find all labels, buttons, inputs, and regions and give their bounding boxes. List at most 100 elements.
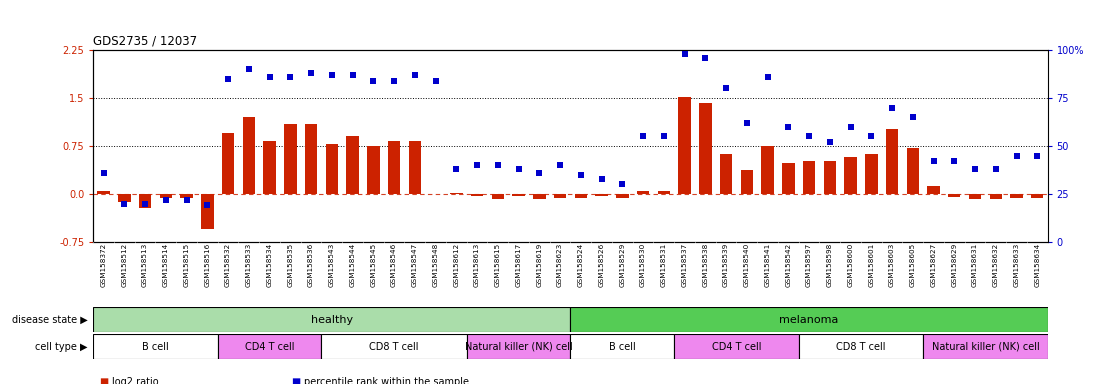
Point [157, 197, 174, 203]
Bar [740, 170, 753, 194]
Point [987, 166, 1005, 172]
Text: healthy: healthy [310, 314, 353, 325]
Point [448, 166, 465, 172]
Bar [617, 194, 629, 198]
Point [634, 133, 652, 139]
Text: GSM158619: GSM158619 [536, 243, 542, 288]
Bar [657, 191, 670, 194]
Bar [222, 133, 235, 194]
Text: GSM158634: GSM158634 [1034, 243, 1040, 288]
Text: GSM158533: GSM158533 [246, 243, 252, 288]
Text: CD4 T cell: CD4 T cell [712, 341, 761, 352]
Text: GSM158530: GSM158530 [640, 243, 646, 288]
Text: GSM158629: GSM158629 [951, 243, 958, 288]
Bar [927, 186, 940, 194]
Point [385, 78, 403, 84]
Point [841, 124, 859, 130]
Text: GSM158540: GSM158540 [744, 243, 749, 288]
Text: GSM158613: GSM158613 [474, 243, 480, 288]
Text: GSM158536: GSM158536 [308, 243, 314, 288]
Text: percentile rank within the sample: percentile rank within the sample [304, 377, 468, 384]
Bar [180, 194, 193, 198]
Text: GSM158605: GSM158605 [909, 243, 916, 288]
Text: GSM158546: GSM158546 [392, 243, 397, 288]
Text: GSM158537: GSM158537 [681, 243, 688, 288]
Bar [761, 146, 773, 194]
Point [655, 133, 672, 139]
Text: GSM158612: GSM158612 [453, 243, 460, 288]
Text: CD4 T cell: CD4 T cell [245, 341, 294, 352]
Bar [885, 129, 898, 194]
Bar [799, 334, 924, 359]
Text: GSM158524: GSM158524 [578, 243, 584, 288]
Bar [284, 124, 296, 194]
Bar [98, 191, 110, 194]
Text: Natural killer (NK) cell: Natural killer (NK) cell [465, 341, 573, 352]
Text: GSM158547: GSM158547 [411, 243, 418, 288]
Point [925, 158, 942, 164]
Bar [533, 194, 545, 199]
Text: GSM158538: GSM158538 [702, 243, 709, 288]
Text: melanoma: melanoma [779, 314, 839, 325]
Text: GSM158541: GSM158541 [765, 243, 770, 288]
Text: CD8 T cell: CD8 T cell [370, 341, 419, 352]
Text: GSM158601: GSM158601 [869, 243, 874, 288]
Point [862, 133, 880, 139]
Bar [491, 194, 504, 199]
Text: GSM158543: GSM158543 [329, 243, 335, 288]
Text: GSM158632: GSM158632 [993, 243, 998, 288]
Text: GSM158372: GSM158372 [101, 243, 106, 288]
Bar [720, 154, 733, 194]
Bar [388, 141, 400, 194]
Point [115, 200, 133, 207]
Bar [512, 194, 524, 197]
Bar [575, 194, 587, 198]
Point [303, 70, 320, 76]
Point [94, 170, 112, 176]
Text: GSM158531: GSM158531 [660, 243, 667, 288]
Text: Natural killer (NK) cell: Natural killer (NK) cell [931, 341, 1039, 352]
Text: disease state ▶: disease state ▶ [12, 314, 88, 325]
Point [240, 66, 258, 72]
Bar [948, 194, 961, 197]
Text: GSM158535: GSM158535 [287, 243, 293, 288]
Point [510, 166, 528, 172]
Point [489, 162, 507, 168]
Point [800, 133, 817, 139]
Text: GSM158627: GSM158627 [930, 243, 937, 288]
Bar [906, 148, 919, 194]
Point [697, 55, 714, 61]
Bar [554, 194, 566, 198]
Text: GSM158512: GSM158512 [122, 243, 127, 288]
Bar [242, 117, 256, 194]
Bar [924, 334, 1048, 359]
Bar [367, 146, 380, 194]
Text: GSM158544: GSM158544 [350, 243, 355, 288]
Text: GSM158598: GSM158598 [827, 243, 833, 288]
Bar [678, 97, 691, 194]
Bar [824, 161, 836, 194]
Bar [782, 163, 794, 194]
Bar [989, 194, 1002, 199]
Bar [321, 334, 466, 359]
Bar [845, 157, 857, 194]
Point [406, 72, 423, 78]
Bar [201, 194, 214, 229]
Point [364, 78, 382, 84]
Point [136, 200, 154, 207]
Bar [450, 193, 463, 194]
Bar [160, 194, 172, 198]
Bar [969, 194, 981, 199]
Bar [866, 154, 878, 194]
Point [966, 166, 984, 172]
Point [592, 175, 610, 182]
Point [676, 51, 693, 57]
Point [468, 162, 486, 168]
Text: GSM158532: GSM158532 [225, 243, 231, 288]
Text: log2 ratio: log2 ratio [112, 377, 159, 384]
Text: cell type ▶: cell type ▶ [35, 341, 88, 352]
Bar [675, 334, 799, 359]
Text: GSM158529: GSM158529 [620, 243, 625, 288]
Point [821, 139, 838, 145]
Bar [118, 194, 131, 202]
